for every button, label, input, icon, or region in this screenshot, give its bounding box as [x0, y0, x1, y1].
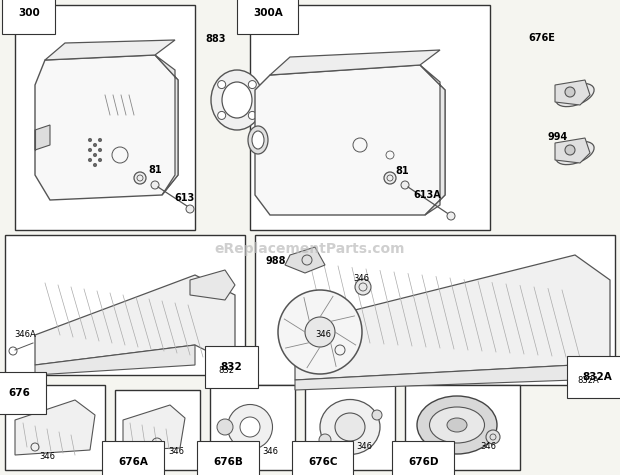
- Bar: [405, 385, 520, 470]
- Text: 883: 883: [205, 34, 226, 44]
- Text: 346: 346: [356, 442, 372, 451]
- Circle shape: [99, 159, 102, 162]
- Circle shape: [99, 139, 102, 142]
- Circle shape: [565, 145, 575, 155]
- Text: 832: 832: [218, 366, 234, 375]
- Circle shape: [94, 143, 97, 146]
- Circle shape: [305, 317, 335, 347]
- Circle shape: [94, 153, 97, 156]
- Polygon shape: [555, 138, 590, 163]
- Text: 346: 346: [353, 274, 369, 283]
- Text: 832: 832: [220, 362, 242, 372]
- Text: 988: 988: [266, 256, 286, 266]
- Text: 994: 994: [547, 132, 567, 142]
- Polygon shape: [15, 400, 95, 455]
- Circle shape: [218, 81, 226, 88]
- Text: 346A: 346A: [14, 330, 36, 339]
- Text: 300: 300: [18, 8, 40, 18]
- Bar: [305, 385, 395, 470]
- Ellipse shape: [430, 407, 484, 443]
- Text: 676A: 676A: [118, 457, 148, 467]
- Text: 346: 346: [262, 447, 278, 456]
- Polygon shape: [35, 275, 235, 365]
- Circle shape: [319, 434, 331, 446]
- Bar: [15, 5, 195, 230]
- Polygon shape: [420, 65, 445, 215]
- Ellipse shape: [320, 399, 380, 455]
- Ellipse shape: [248, 126, 268, 154]
- Circle shape: [384, 172, 396, 184]
- Ellipse shape: [240, 417, 260, 437]
- Text: 676D: 676D: [408, 457, 438, 467]
- Polygon shape: [35, 345, 195, 375]
- Polygon shape: [255, 65, 445, 215]
- Circle shape: [94, 163, 97, 167]
- Circle shape: [89, 139, 92, 142]
- Polygon shape: [45, 40, 175, 60]
- Ellipse shape: [252, 131, 264, 149]
- Text: 81: 81: [148, 165, 162, 175]
- Text: 346: 346: [480, 442, 496, 451]
- Bar: [5, 385, 105, 470]
- Circle shape: [186, 205, 194, 213]
- Polygon shape: [295, 365, 575, 390]
- Bar: [210, 385, 295, 470]
- Circle shape: [99, 149, 102, 152]
- Circle shape: [372, 410, 382, 420]
- Polygon shape: [285, 247, 325, 273]
- Circle shape: [218, 112, 226, 119]
- Circle shape: [278, 290, 362, 374]
- Ellipse shape: [556, 84, 594, 106]
- Circle shape: [565, 87, 575, 97]
- Polygon shape: [35, 125, 50, 150]
- Bar: [255, 235, 615, 385]
- Circle shape: [249, 112, 256, 119]
- Ellipse shape: [228, 405, 273, 449]
- Polygon shape: [155, 55, 178, 195]
- Text: 676C: 676C: [308, 457, 337, 467]
- Text: 346: 346: [168, 447, 184, 456]
- Circle shape: [401, 181, 409, 189]
- Circle shape: [447, 212, 455, 220]
- Bar: [115, 390, 200, 470]
- Text: 832A: 832A: [577, 376, 599, 385]
- Polygon shape: [190, 270, 235, 300]
- Text: 81: 81: [395, 166, 409, 176]
- Text: 676E: 676E: [528, 33, 555, 43]
- Text: 613: 613: [174, 193, 194, 203]
- Polygon shape: [123, 405, 185, 450]
- Ellipse shape: [447, 418, 467, 432]
- Text: 832A: 832A: [582, 372, 612, 382]
- Bar: [5, 235, 245, 375]
- Circle shape: [486, 430, 500, 444]
- Polygon shape: [295, 255, 610, 380]
- Ellipse shape: [335, 413, 365, 441]
- Circle shape: [89, 159, 92, 162]
- Text: eReplacementParts.com: eReplacementParts.com: [215, 242, 405, 256]
- Polygon shape: [270, 50, 440, 75]
- Text: 613A: 613A: [413, 190, 441, 200]
- Text: 676: 676: [8, 388, 30, 398]
- Circle shape: [217, 419, 233, 435]
- Polygon shape: [555, 80, 590, 105]
- Ellipse shape: [556, 142, 594, 165]
- Ellipse shape: [222, 82, 252, 118]
- Text: 300A: 300A: [253, 8, 283, 18]
- Circle shape: [89, 149, 92, 152]
- Ellipse shape: [211, 70, 263, 130]
- Circle shape: [134, 172, 146, 184]
- Bar: [250, 5, 490, 230]
- Text: 346: 346: [315, 330, 331, 339]
- Circle shape: [151, 181, 159, 189]
- Circle shape: [355, 279, 371, 295]
- Ellipse shape: [417, 396, 497, 454]
- Polygon shape: [35, 55, 178, 200]
- Text: 346: 346: [39, 452, 55, 461]
- Circle shape: [249, 81, 256, 88]
- Text: 676B: 676B: [213, 457, 243, 467]
